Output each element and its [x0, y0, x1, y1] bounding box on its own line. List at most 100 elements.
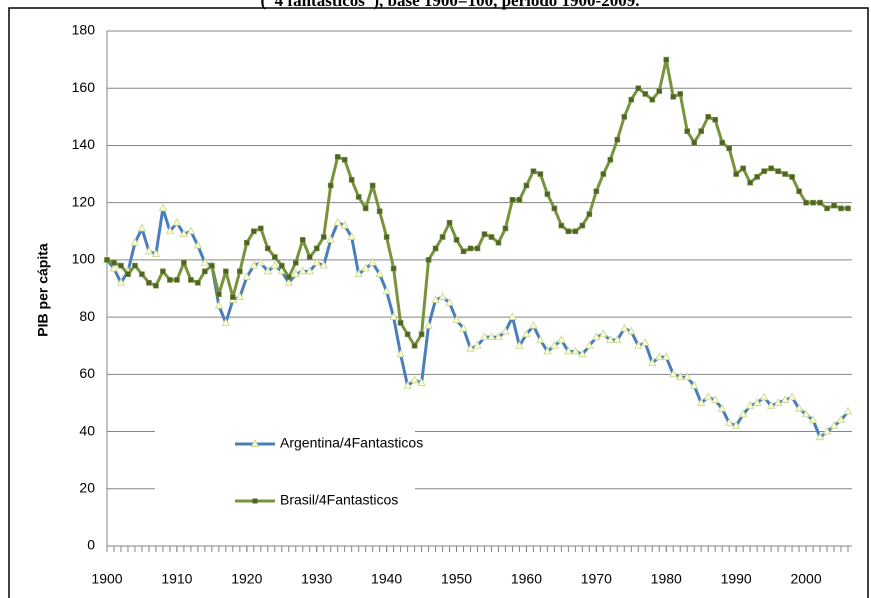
point-marker [822, 426, 832, 435]
point-marker [543, 346, 552, 355]
point-marker [292, 259, 299, 266]
point-marker [480, 332, 489, 341]
point-marker [740, 165, 746, 172]
point-marker [404, 331, 411, 338]
point-marker [712, 116, 718, 123]
x-tick-label: 1920 [231, 571, 262, 587]
x-tick-label: 1930 [301, 571, 332, 587]
point-marker [614, 136, 621, 143]
point-marker [424, 320, 433, 329]
point-marker [132, 262, 138, 269]
point-marker [641, 338, 650, 346]
point-marker [705, 114, 711, 120]
point-marker [348, 176, 355, 183]
point-marker [167, 277, 173, 283]
point-marker [130, 237, 140, 246]
point-marker [319, 260, 328, 269]
point-marker [803, 199, 809, 206]
point-marker [515, 340, 524, 349]
point-marker [410, 375, 419, 383]
point-marker [656, 88, 663, 94]
point-marker [817, 199, 823, 206]
point-marker [845, 205, 851, 212]
point-marker [431, 295, 440, 303]
point-marker [111, 259, 117, 266]
point-marker [417, 378, 426, 386]
point-marker [347, 232, 356, 240]
point-marker [648, 358, 657, 366]
point-marker [256, 257, 265, 266]
point-marker [291, 269, 300, 278]
point-marker [264, 245, 271, 252]
point-marker [354, 269, 363, 278]
y-tick-label: 120 [72, 193, 96, 209]
point-marker [144, 246, 154, 255]
point-marker [285, 274, 292, 280]
point-marker [263, 266, 272, 275]
point-marker [271, 254, 278, 260]
point-marker [251, 228, 257, 235]
point-marker [698, 128, 704, 134]
point-marker [284, 277, 293, 286]
point-marker [459, 323, 468, 332]
point-marker [495, 239, 502, 246]
point-marker [558, 222, 565, 229]
y-tick-label: 40 [79, 422, 95, 438]
point-marker [216, 291, 222, 298]
point-marker [326, 235, 335, 243]
point-marker [571, 346, 580, 355]
point-marker [125, 271, 131, 277]
point-marker [530, 168, 537, 174]
point-marker [257, 225, 264, 232]
point-marker [153, 282, 159, 289]
legend: Argentina/4Fantasticos Brasil/4Fantastico… [155, 423, 423, 533]
point-marker [237, 268, 243, 275]
point-marker [683, 372, 692, 381]
legend-label: Brasil/4Fantasticos [280, 492, 398, 508]
point-marker [586, 211, 593, 217]
point-marker [670, 94, 677, 100]
point-marker [508, 312, 517, 321]
point-marker [306, 254, 313, 260]
point-marker [831, 202, 837, 209]
chart-title: (“4 fantásticos”), base 1900=100, períod… [261, 0, 640, 10]
point-marker [754, 174, 760, 180]
point-marker [320, 234, 327, 240]
point-marker [116, 277, 126, 286]
point-marker [151, 249, 161, 258]
point-marker [697, 398, 706, 406]
point-marker [843, 406, 853, 415]
y-tick-label: 80 [79, 308, 95, 324]
y-tick-label: 160 [72, 79, 96, 95]
point-marker [179, 229, 189, 238]
point-marker [146, 279, 152, 286]
point-marker [676, 372, 685, 381]
point-marker [838, 205, 844, 212]
point-marker [557, 335, 566, 343]
point-marker [202, 268, 208, 275]
point-marker [550, 340, 559, 349]
point-marker [747, 179, 753, 186]
point-marker [649, 96, 656, 103]
x-tick-label: 1950 [441, 571, 472, 587]
point-marker [368, 257, 377, 266]
y-tick-label: 100 [72, 251, 96, 267]
point-marker [607, 156, 614, 163]
point-marker [628, 96, 635, 103]
point-marker [787, 392, 797, 401]
y-axis-label: PIB per cápita [35, 243, 51, 337]
point-marker [181, 259, 187, 266]
point-marker [425, 257, 432, 263]
point-marker [585, 340, 594, 349]
y-tick-label: 20 [79, 479, 95, 495]
point-marker [313, 245, 320, 252]
point-marker [341, 156, 348, 163]
point-marker [579, 222, 586, 229]
x-tick-label: 1960 [511, 571, 542, 587]
point-marker [572, 228, 579, 235]
point-marker [403, 380, 412, 389]
point-marker [494, 332, 503, 341]
point-marker [174, 277, 180, 283]
point-marker [327, 182, 334, 189]
